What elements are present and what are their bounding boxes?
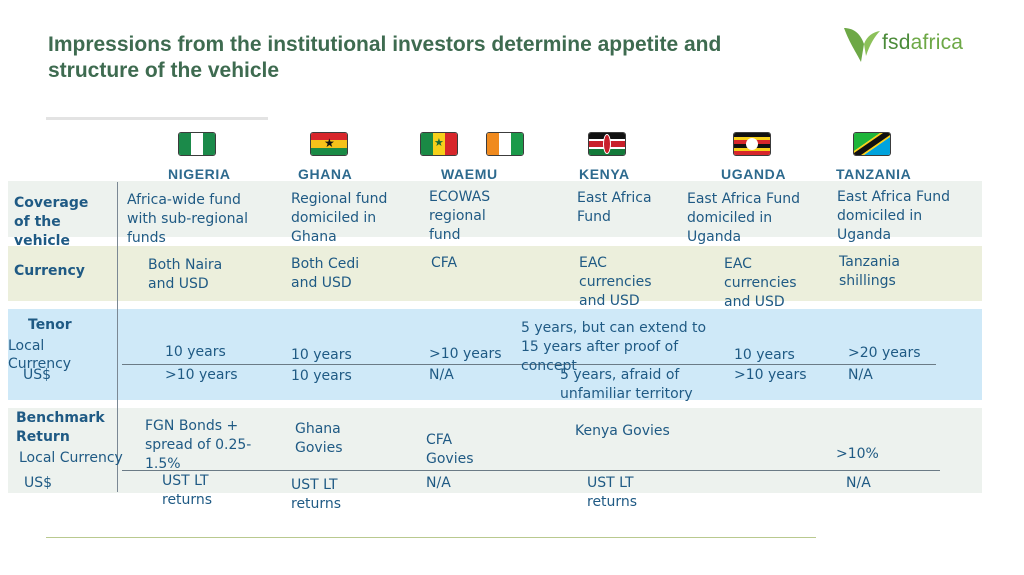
benchmark-local-waemu: CFA Govies — [426, 432, 474, 467]
tenor-row-band — [8, 309, 982, 400]
tenor-usd-tanzania: N/A — [848, 367, 873, 383]
tenor-row-label: Tenor — [28, 317, 72, 333]
currency-cell-kenya: EAC currencies and USD — [579, 255, 652, 309]
tenor-usd-label: US$ — [23, 367, 52, 383]
coverage-row-band — [8, 181, 982, 237]
benchmark-usd-tanzania: N/A — [846, 475, 871, 491]
currency-row-label: Currency — [14, 263, 85, 279]
benchmark-local-tanzania: >10% — [836, 446, 879, 462]
benchmark-divider-line — [122, 470, 940, 471]
coverage-cell-kenya: East Africa Fund — [577, 190, 652, 225]
benchmark-local-nigeria: FGN Bonds + spread of 0.25-1.5% — [145, 418, 252, 472]
country-uganda: UGANDA — [721, 166, 787, 182]
coverage-cell-nigeria: Africa-wide fund with sub-regional funds — [127, 192, 249, 246]
logo-text-fsd: fsd — [882, 31, 911, 54]
tanzania-flag — [853, 132, 891, 156]
benchmark-usd-nigeria: UST LT returns — [162, 473, 213, 508]
tenor-local-ghana: 10 years — [291, 347, 352, 363]
tenor-local-nigeria: 10 years — [165, 344, 226, 360]
currency-cell-ghana: Both Cedi and USD — [291, 256, 360, 291]
tenor-divider-line — [122, 364, 936, 365]
tenor-local-tanzania: >20 years — [848, 345, 921, 361]
tenor-usd-kenya: 5 years, afraid of unfamiliar territory — [560, 367, 693, 402]
nigeria-flag — [178, 132, 216, 156]
fsd-bird-icon — [844, 28, 880, 62]
coverage-cell-tanzania: East Africa Fund domiciled in Uganda — [837, 189, 950, 243]
fsd-africa-logo: fsdafrica — [842, 22, 992, 66]
tenor-usd-nigeria: >10 years — [165, 367, 238, 383]
country-nigeria: NIGERIA — [168, 166, 231, 182]
benchmark-usd-waemu: N/A — [426, 475, 451, 491]
benchmark-usd-label: US$ — [24, 475, 53, 491]
currency-cell-waemu: CFA — [431, 255, 458, 271]
tenor-usd-ghana: 10 years — [291, 368, 352, 384]
cote-divoire-flag — [486, 132, 524, 156]
uganda-flag — [733, 132, 771, 156]
tenor-local-currency-label: Local Currency — [8, 338, 72, 372]
benchmark-local-ghana: Ghana Govies — [295, 421, 343, 456]
country-waemu: WAEMU — [441, 166, 498, 182]
coverage-cell-ghana: Regional fund domiciled in Ghana — [291, 191, 388, 245]
country-ghana: GHANA — [298, 166, 353, 182]
benchmark-usd-ghana: UST LT returns — [291, 477, 342, 512]
tenor-usd-waemu: N/A — [429, 367, 454, 383]
tenor-local-kenya: 5 years, but can extend to 15 years afte… — [521, 320, 707, 374]
slide-title: Impressions from the institutional inves… — [48, 33, 722, 82]
tenor-local-waemu: >10 years — [429, 346, 502, 362]
title-underline — [46, 117, 268, 120]
label-column-divider — [117, 182, 118, 492]
coverage-row-label: Coverage of the vehicle — [14, 195, 89, 249]
currency-cell-uganda: EAC currencies and USD — [724, 256, 797, 310]
benchmark-usd-kenya: UST LT returns — [587, 475, 638, 510]
benchmark-local-kenya: Kenya Govies — [575, 423, 670, 439]
country-tanzania: TANZANIA — [836, 166, 912, 182]
currency-cell-nigeria: Both Naira and USD — [148, 257, 223, 292]
coverage-cell-uganda: East Africa Fund domiciled in Uganda — [687, 191, 800, 245]
senegal-flag: ★ — [420, 132, 458, 156]
coverage-cell-waemu: ECOWAS regional fund — [429, 189, 491, 243]
logo-text-africa: africa — [910, 31, 964, 54]
tenor-usd-uganda: >10 years — [734, 367, 807, 383]
country-kenya: KENYA — [579, 166, 630, 182]
ghana-flag: ★ — [310, 132, 348, 156]
benchmark-local-currency-label: Local Currency — [19, 450, 123, 466]
benchmark-row-band — [8, 408, 982, 493]
currency-row-band — [8, 246, 982, 301]
bottom-rule — [46, 537, 816, 538]
benchmark-row-label: Benchmark Return — [16, 410, 105, 445]
tenor-local-uganda: 10 years — [734, 347, 795, 363]
kenya-flag — [588, 132, 626, 156]
currency-cell-tanzania: Tanzania shillings — [839, 254, 900, 289]
